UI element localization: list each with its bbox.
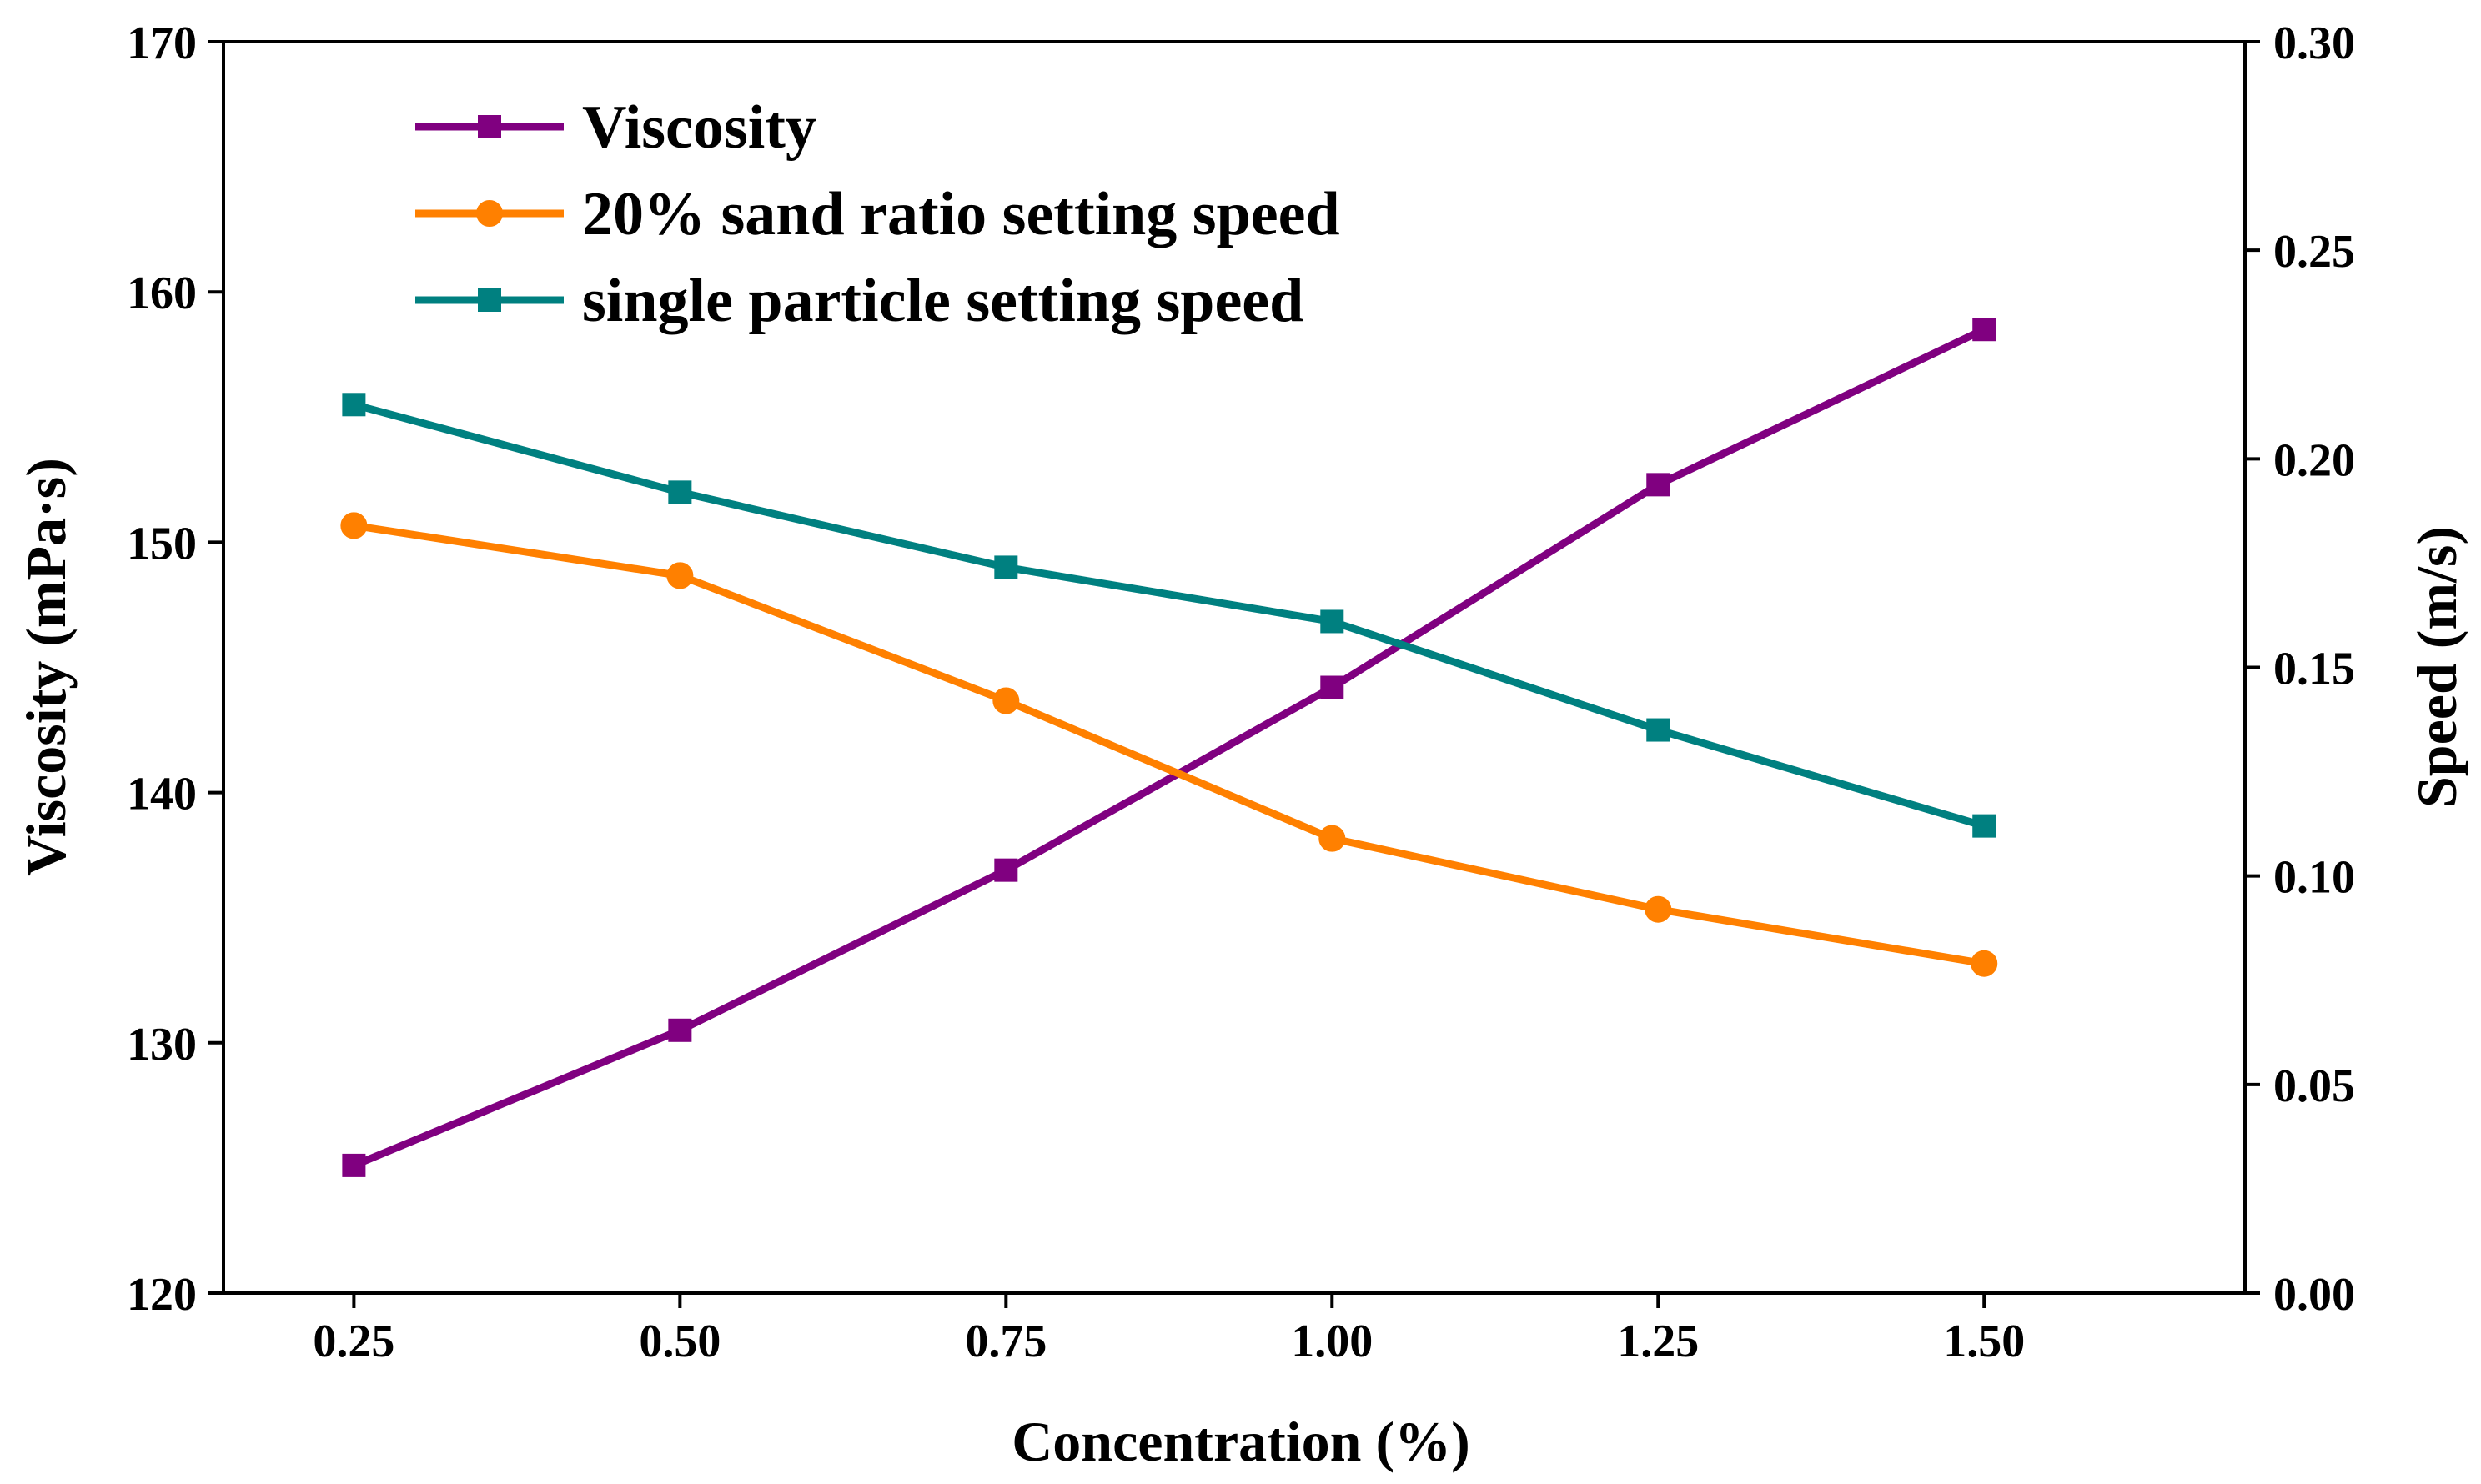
data-point: [1971, 950, 1998, 977]
y-axis-right: 0.00 0.05 0.10 0.15 0.20 0.25 0.30: [2245, 18, 2355, 1321]
x-tick-label: 0.25: [313, 1316, 394, 1367]
y-right-tick-label: 0.10: [2273, 852, 2355, 904]
series-layer: [340, 318, 1998, 1177]
y-right-tick-label: 0.30: [2273, 18, 2355, 69]
legend: Viscosity 20% sand ratio setting speed sin…: [415, 93, 1340, 335]
y-left-tick-label: 150: [127, 518, 197, 569]
data-point: [992, 687, 1020, 714]
series-line: [353, 400, 1986, 830]
series-3: [342, 393, 1996, 838]
series-1: [342, 318, 1996, 1177]
data-point: [1646, 718, 1670, 742]
y-right-tick-label: 0.20: [2273, 434, 2355, 486]
x-tick-label: 1.25: [1617, 1316, 1699, 1367]
x-axis: 0.25 0.50 0.75 1.00 1.25 1.50: [313, 1293, 2025, 1367]
y-left-tick-label: 170: [127, 18, 197, 69]
legend-label: single particle setting speed: [582, 267, 1303, 335]
data-point: [1972, 318, 1996, 342]
series-line: [352, 326, 1986, 1170]
x-tick-label: 1.50: [1943, 1316, 2025, 1367]
data-point: [1645, 895, 1672, 923]
y-right-tick-label: 0.00: [2273, 1269, 2355, 1321]
legend-entry: 20% sand ratio setting speed: [415, 180, 1340, 248]
data-point: [342, 393, 366, 417]
data-point: [994, 858, 1018, 882]
data-point: [666, 562, 694, 589]
y-left-tick-label: 130: [127, 1019, 197, 1070]
data-point: [1318, 825, 1346, 852]
data-point: [994, 555, 1018, 579]
data-point: [668, 1018, 692, 1042]
legend-label: 20% sand ratio setting speed: [582, 180, 1340, 248]
series-2: [340, 512, 1998, 977]
legend-marker: [478, 115, 501, 138]
y-right-tick-label: 0.05: [2273, 1060, 2355, 1112]
y-right-tick-label: 0.25: [2273, 226, 2355, 278]
x-tick-label: 1.00: [1291, 1316, 1373, 1367]
legend-entry: Viscosity: [415, 93, 816, 162]
data-point: [340, 512, 368, 539]
y-left-tick-label: 140: [127, 769, 197, 820]
legend-marker: [476, 200, 503, 227]
legend-entry: single particle setting speed: [415, 267, 1303, 335]
data-point: [342, 1153, 366, 1177]
y-axis-left-label: Viscosity (mPa·s): [14, 458, 78, 876]
legend-label: Viscosity: [582, 93, 816, 162]
x-tick-label: 0.50: [639, 1316, 721, 1367]
y-axis-right-label: Speed (m/s): [2405, 526, 2468, 808]
x-tick-label: 0.75: [965, 1316, 1047, 1367]
data-point: [1320, 609, 1344, 634]
legend-marker: [478, 288, 501, 312]
y-left-tick-label: 120: [127, 1269, 197, 1321]
data-point: [1972, 814, 1996, 838]
data-point: [1646, 473, 1670, 497]
y-left-tick-label: 160: [127, 268, 197, 319]
data-point: [1320, 675, 1344, 699]
y-right-tick-label: 0.15: [2273, 644, 2355, 695]
data-point: [668, 480, 692, 504]
y-axis-left: 120 130 140 150 160 170: [127, 18, 223, 1321]
series-line: [353, 521, 1985, 968]
x-axis-label: Concentration (%): [1012, 1410, 1470, 1473]
